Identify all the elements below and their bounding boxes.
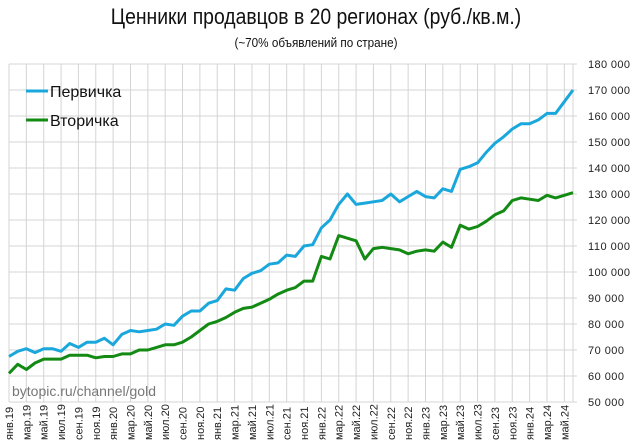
x-tick-label: янв.20	[108, 407, 120, 440]
x-tick-label: мар.20	[125, 405, 137, 440]
x-tick-label: сен.20	[178, 407, 190, 440]
x-tick-label: мар.22	[334, 405, 346, 440]
x-tick-label: ноя.20	[195, 407, 207, 440]
x-tick-label: май.19	[39, 405, 51, 440]
y-tick-label: 60 000	[588, 371, 624, 383]
x-tick-label: май.23	[455, 405, 467, 440]
series-line-primary	[8, 89, 575, 358]
y-tick-label: 170 000	[588, 85, 630, 97]
x-tick-label: янв.24	[525, 407, 537, 440]
y-tick-label: 150 000	[588, 137, 630, 149]
y-tick-label: 50 000	[588, 397, 624, 409]
x-tick-label: янв.23	[420, 407, 432, 440]
x-tick-label: янв.19	[4, 407, 16, 440]
y-tick-label: 80 000	[588, 319, 624, 331]
y-tick-label: 160 000	[588, 111, 630, 123]
watermark: bytopic.ru/channel/gold	[12, 383, 156, 399]
y-tick-label: 110 000	[588, 241, 630, 253]
x-tick-label: июл.22	[368, 404, 380, 440]
x-tick-label: май.20	[143, 405, 155, 440]
series-line-secondary	[7, 191, 574, 375]
y-tick-label: 130 000	[588, 189, 630, 201]
y-tick-label: 100 000	[588, 267, 630, 279]
x-tick-label: май.22	[351, 405, 363, 440]
x-tick-label: янв.21	[212, 407, 224, 440]
x-tick-label: янв.22	[316, 407, 328, 440]
x-tick-label: ноя.21	[299, 407, 311, 440]
x-tick-label: сен.19	[73, 407, 85, 440]
x-tick-label: июл.19	[56, 404, 68, 440]
x-tick-label: ноя.22	[403, 407, 415, 440]
x-tick-label: июл.20	[160, 404, 172, 440]
x-tick-label: мар.19	[21, 405, 33, 440]
x-tick-label: май.21	[247, 405, 259, 440]
x-tick-label: сен.22	[386, 407, 398, 440]
x-tick-label: сен.21	[282, 407, 294, 440]
y-tick-label: 180 000	[588, 59, 630, 71]
x-tick-label: мар.24	[542, 405, 554, 440]
legend-label: Вторичка	[50, 113, 119, 130]
y-tick-label: 120 000	[588, 215, 630, 227]
chart-subtitle: (~70% объявлений по стране)	[234, 35, 398, 50]
x-tick-label: сен.23	[490, 407, 502, 440]
x-tick-label: июл.23	[473, 404, 485, 440]
x-tick-label: ноя.23	[507, 407, 519, 440]
chart-title: Ценники продавцов в 20 регионах (руб./кв…	[110, 4, 522, 29]
x-tick-label: мар.23	[438, 405, 450, 440]
x-tick-label: мар.21	[230, 405, 242, 440]
y-tick-label: 70 000	[588, 345, 624, 357]
x-tick-label: ноя.19	[91, 407, 103, 440]
y-tick-label: 140 000	[588, 163, 630, 175]
y-tick-label: 90 000	[588, 293, 624, 305]
legend-label: Первичка	[50, 84, 121, 101]
x-tick-label: июл.21	[264, 404, 276, 440]
x-tick-label: май.24	[559, 405, 571, 440]
